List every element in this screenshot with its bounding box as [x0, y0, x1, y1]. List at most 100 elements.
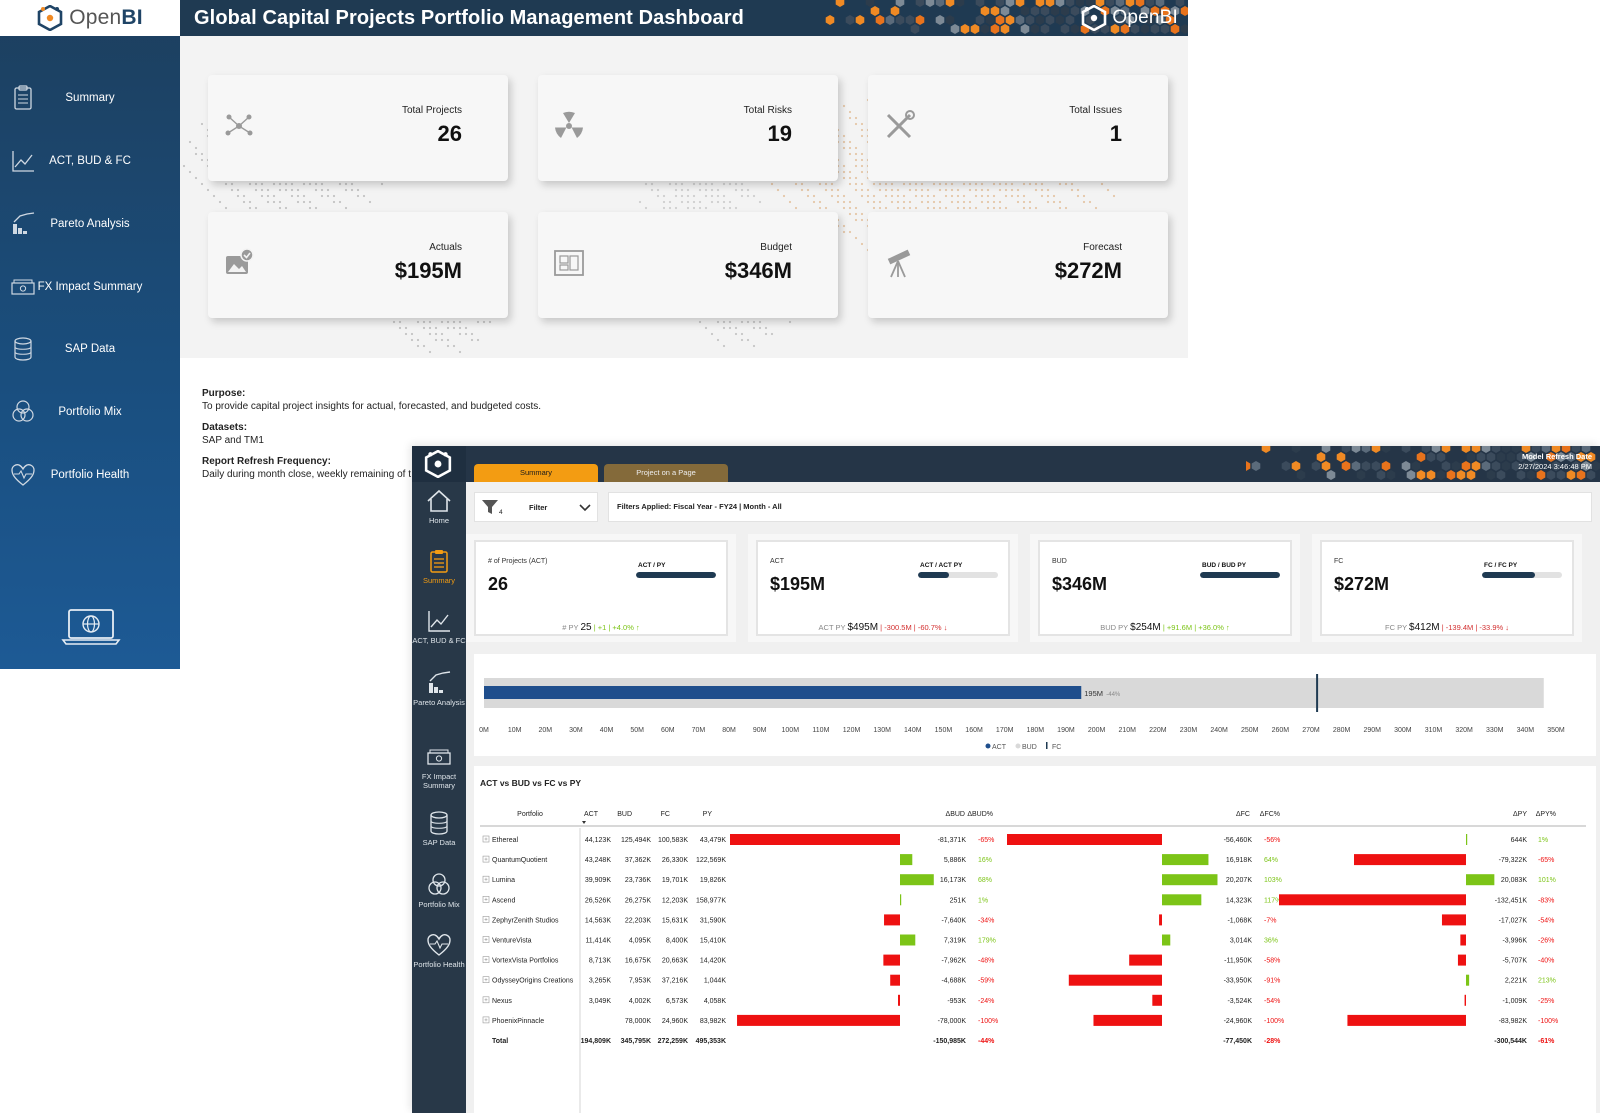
- sidebar-item-summary[interactable]: Summary: [0, 78, 180, 118]
- column-header[interactable]: ACT: [584, 811, 599, 818]
- column-header[interactable]: ΔBUD%: [967, 811, 993, 818]
- rail-item-portfolio-mix[interactable]: Portfolio Mix: [412, 872, 466, 910]
- hex-decoration: [1110, 24, 1120, 34]
- row-bud-value: 37,362K: [625, 857, 651, 864]
- line-chart-icon: [12, 151, 34, 172]
- kpi-card-actuals[interactable]: Actuals $195M: [208, 212, 508, 318]
- kpi-card-budget[interactable]: Budget $346M: [538, 212, 838, 318]
- column-header[interactable]: ΔPY%: [1536, 811, 1556, 818]
- kpi-card-total-risks[interactable]: Total Risks 19: [538, 75, 838, 181]
- sidebar-item-fx-impact[interactable]: FX Impact Summary: [0, 267, 180, 307]
- expand-toggle[interactable]: [482, 896, 490, 903]
- expand-toggle[interactable]: [482, 976, 490, 983]
- hex-decoration: [1060, 6, 1070, 16]
- hex-decoration: [1115, 0, 1125, 7]
- column-header[interactable]: ΔFC: [1236, 811, 1250, 818]
- tab-project-on-a-page[interactable]: Project on a Page: [604, 464, 728, 482]
- rail-item-label: Portfolio Mix: [418, 900, 460, 909]
- row-bud-value: 4,002K: [629, 998, 652, 1005]
- card-projects[interactable]: # of Projects (ACT) 26 ACT / PY # PY 25 …: [466, 534, 736, 642]
- expand-toggle[interactable]: [482, 1016, 490, 1024]
- row-portfolio-name[interactable]: ZephyrZenith Studios: [492, 917, 559, 924]
- column-header[interactable]: ΔPY: [1513, 811, 1527, 818]
- rail-item-act-bud-fc[interactable]: ACT, BUD & FC: [412, 608, 466, 646]
- variance-bar: [900, 854, 913, 866]
- column-header[interactable]: BUD: [617, 811, 632, 818]
- row-portfolio-name[interactable]: Ascend: [492, 897, 515, 904]
- row-portfolio-name[interactable]: VortexVista Portfolios: [492, 958, 559, 965]
- legend-marker: [1046, 742, 1048, 749]
- kpi-card-total-issues[interactable]: Total Issues 1: [868, 75, 1168, 181]
- map-dot: [950, 200, 954, 204]
- expand-toggle[interactable]: [482, 956, 490, 963]
- map-dot: [392, 320, 396, 324]
- row-portfolio-name[interactable]: Lumina: [492, 877, 515, 884]
- card-bud[interactable]: BUD $346M BUD / BUD PY BUD PY $254M | +9…: [1030, 534, 1300, 642]
- kpi-card-total-projects[interactable]: Total Projects 26: [208, 75, 508, 181]
- column-header[interactable]: ΔBUD: [946, 811, 965, 818]
- column-header[interactable]: PY: [703, 811, 713, 818]
- map-dot: [752, 326, 756, 330]
- rail-item-sap-data[interactable]: SAP Data: [412, 810, 466, 848]
- map-dot: [674, 188, 678, 192]
- rail-item-home[interactable]: Home: [412, 488, 466, 526]
- variance-bar: [1159, 914, 1162, 926]
- expand-toggle[interactable]: [482, 916, 490, 923]
- row-portfolio-name[interactable]: VentureVista: [492, 938, 532, 945]
- rail-item-summary[interactable]: Summary: [412, 548, 466, 586]
- card-label: ACT: [770, 558, 784, 565]
- column-header[interactable]: Portfolio: [517, 811, 543, 818]
- row-portfolio-name[interactable]: QuantumQuotient: [492, 857, 547, 864]
- map-dot: [344, 182, 348, 186]
- expand-toggle[interactable]: [482, 835, 490, 843]
- map-dot: [446, 344, 450, 348]
- row-portfolio-name[interactable]: Ethereal: [492, 837, 519, 844]
- rail-item-fx-impact[interactable]: FX Impact Summary: [412, 744, 466, 790]
- map-dot: [860, 158, 864, 162]
- sidebar-item-pareto[interactable]: Pareto Analysis: [0, 204, 180, 244]
- map-dot: [974, 188, 978, 192]
- rail-item-label: SAP Data: [422, 838, 456, 847]
- map-dot: [740, 332, 744, 336]
- kpi-card-forecast[interactable]: Forecast $272M: [868, 212, 1168, 318]
- tab-summary[interactable]: Summary: [474, 464, 598, 482]
- map-dot: [662, 200, 666, 204]
- card-act[interactable]: ACT $195M ACT / ACT PY ACT PY $495M | -3…: [748, 534, 1018, 642]
- hex-decoration: [1446, 470, 1456, 480]
- sidebar-item-portfolio-health[interactable]: Portfolio Health: [0, 455, 180, 495]
- card-footer: ACT PY $495M | -300.5M | -60.7% ↓: [818, 622, 948, 633]
- map-dot: [254, 182, 258, 186]
- variance-pct: 117%: [1264, 897, 1281, 904]
- card-fc[interactable]: FC $272M FC / FC PY FC PY $412M | -139.4…: [1312, 534, 1582, 642]
- row-portfolio-name[interactable]: OdysseyOrigins Creations: [492, 978, 574, 985]
- map-dot: [860, 152, 864, 156]
- rail-item-pareto[interactable]: Pareto Analysis: [412, 670, 466, 708]
- hex-decoration: [1541, 446, 1551, 453]
- row-portfolio-name[interactable]: PhoenixPinnacle: [492, 1018, 544, 1025]
- x-tick-label: 90M: [753, 727, 767, 734]
- expand-toggle[interactable]: [482, 936, 490, 943]
- expand-toggle[interactable]: [482, 855, 490, 863]
- home-icon: [427, 489, 451, 512]
- sidebar-item-portfolio-mix[interactable]: Portfolio Mix: [0, 392, 180, 432]
- map-dot: [302, 194, 306, 198]
- column-header[interactable]: ΔFC%: [1260, 811, 1280, 818]
- column-header[interactable]: FC: [661, 811, 670, 818]
- hex-decoration: [985, 15, 995, 25]
- expand-toggle[interactable]: [482, 996, 490, 1004]
- hex-decoration: [1581, 446, 1591, 453]
- sidebar-item-act-bud-fc[interactable]: ACT, BUD & FC: [0, 141, 180, 181]
- row-fc-value: 24,960K: [662, 1018, 688, 1025]
- map-dot: [416, 344, 420, 348]
- hex-decoration: [1070, 24, 1080, 34]
- map-dot: [824, 188, 828, 192]
- map-dot: [734, 326, 738, 330]
- expand-toggle[interactable]: [482, 875, 490, 883]
- map-dot: [980, 194, 984, 198]
- variance-bar: [1129, 954, 1162, 966]
- filter-dropdown[interactable]: 4 Filter: [474, 492, 598, 522]
- row-portfolio-name[interactable]: Nexus: [492, 998, 512, 1005]
- rail-item-portfolio-health[interactable]: Portfolio Health: [412, 932, 466, 970]
- sidebar-item-sap-data[interactable]: SAP Data: [0, 329, 180, 369]
- map-dot: [428, 326, 432, 330]
